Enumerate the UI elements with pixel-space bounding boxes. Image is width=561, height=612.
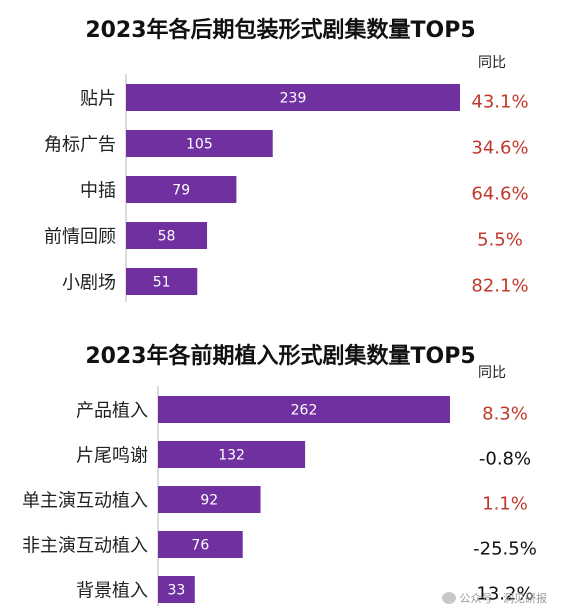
- category-label-2-2: 片尾鸣谢: [76, 446, 148, 467]
- bar-value-2-5: 33: [167, 583, 185, 599]
- yoy-value-1-1: 43.1%: [471, 92, 528, 113]
- bar-1-1: [126, 84, 460, 111]
- watermark: 公众号 · 洞见研报: [441, 590, 548, 606]
- category-label-2-1: 产品植入: [76, 401, 148, 422]
- bar-value-2-2: 132: [218, 448, 245, 464]
- yoy-value-2-4: -25.5%: [473, 539, 537, 560]
- bar-2-3: [158, 486, 261, 513]
- yoy-header-2: 同比: [478, 365, 506, 381]
- category-label-1-4: 前情回顾: [44, 227, 116, 248]
- yoy-value-1-2: 34.6%: [471, 138, 528, 159]
- bar-value-2-3: 92: [200, 493, 218, 509]
- bar-value-1-5: 51: [153, 275, 171, 291]
- bar-value-1-1: 239: [280, 91, 307, 107]
- bar-value-1-4: 58: [158, 229, 176, 245]
- yoy-value-2-3: 1.1%: [482, 494, 528, 515]
- bar-1-5: [126, 268, 198, 295]
- bar-1-3: [126, 176, 237, 203]
- bar-2-5: [158, 576, 195, 603]
- category-label-2-4: 非主演互动植入: [22, 536, 148, 557]
- bar-2-2: [158, 441, 306, 468]
- yoy-value-2-5: 13.2%: [476, 584, 533, 605]
- chart-title-1: 2023年各后期包装形式剧集数量TOP5: [85, 18, 476, 43]
- chart-title-2: 2023年各前期植入形式剧集数量TOP5: [85, 344, 476, 369]
- yoy-value-1-3: 64.6%: [471, 184, 528, 205]
- yoy-value-1-5: 82.1%: [471, 276, 528, 297]
- bar-value-2-1: 262: [291, 403, 318, 419]
- bar-value-1-3: 79: [172, 183, 190, 199]
- yoy-value-2-2: -0.8%: [479, 449, 531, 470]
- bar-1-2: [126, 130, 273, 157]
- watermark-text: 公众号 · 洞见研报: [459, 592, 548, 605]
- yoy-value-2-1: 8.3%: [482, 404, 528, 425]
- category-label-2-5: 背景植入: [76, 581, 148, 602]
- bar-value-2-4: 76: [191, 538, 209, 554]
- bar-2-4: [158, 531, 243, 558]
- category-label-1-3: 中插: [80, 181, 116, 202]
- category-label-2-3: 单主演互动植入: [22, 491, 148, 512]
- yoy-header-1: 同比: [478, 55, 506, 71]
- bar-2-1: [158, 396, 450, 423]
- wechat-icon: [441, 592, 456, 604]
- bar-1-4: [126, 222, 208, 249]
- bar-value-1-2: 105: [186, 137, 213, 153]
- category-label-1-2: 角标广告: [44, 135, 116, 156]
- category-label-1-5: 小剧场: [62, 273, 116, 294]
- category-label-1-1: 贴片: [80, 89, 116, 110]
- yoy-value-1-4: 5.5%: [477, 230, 523, 251]
